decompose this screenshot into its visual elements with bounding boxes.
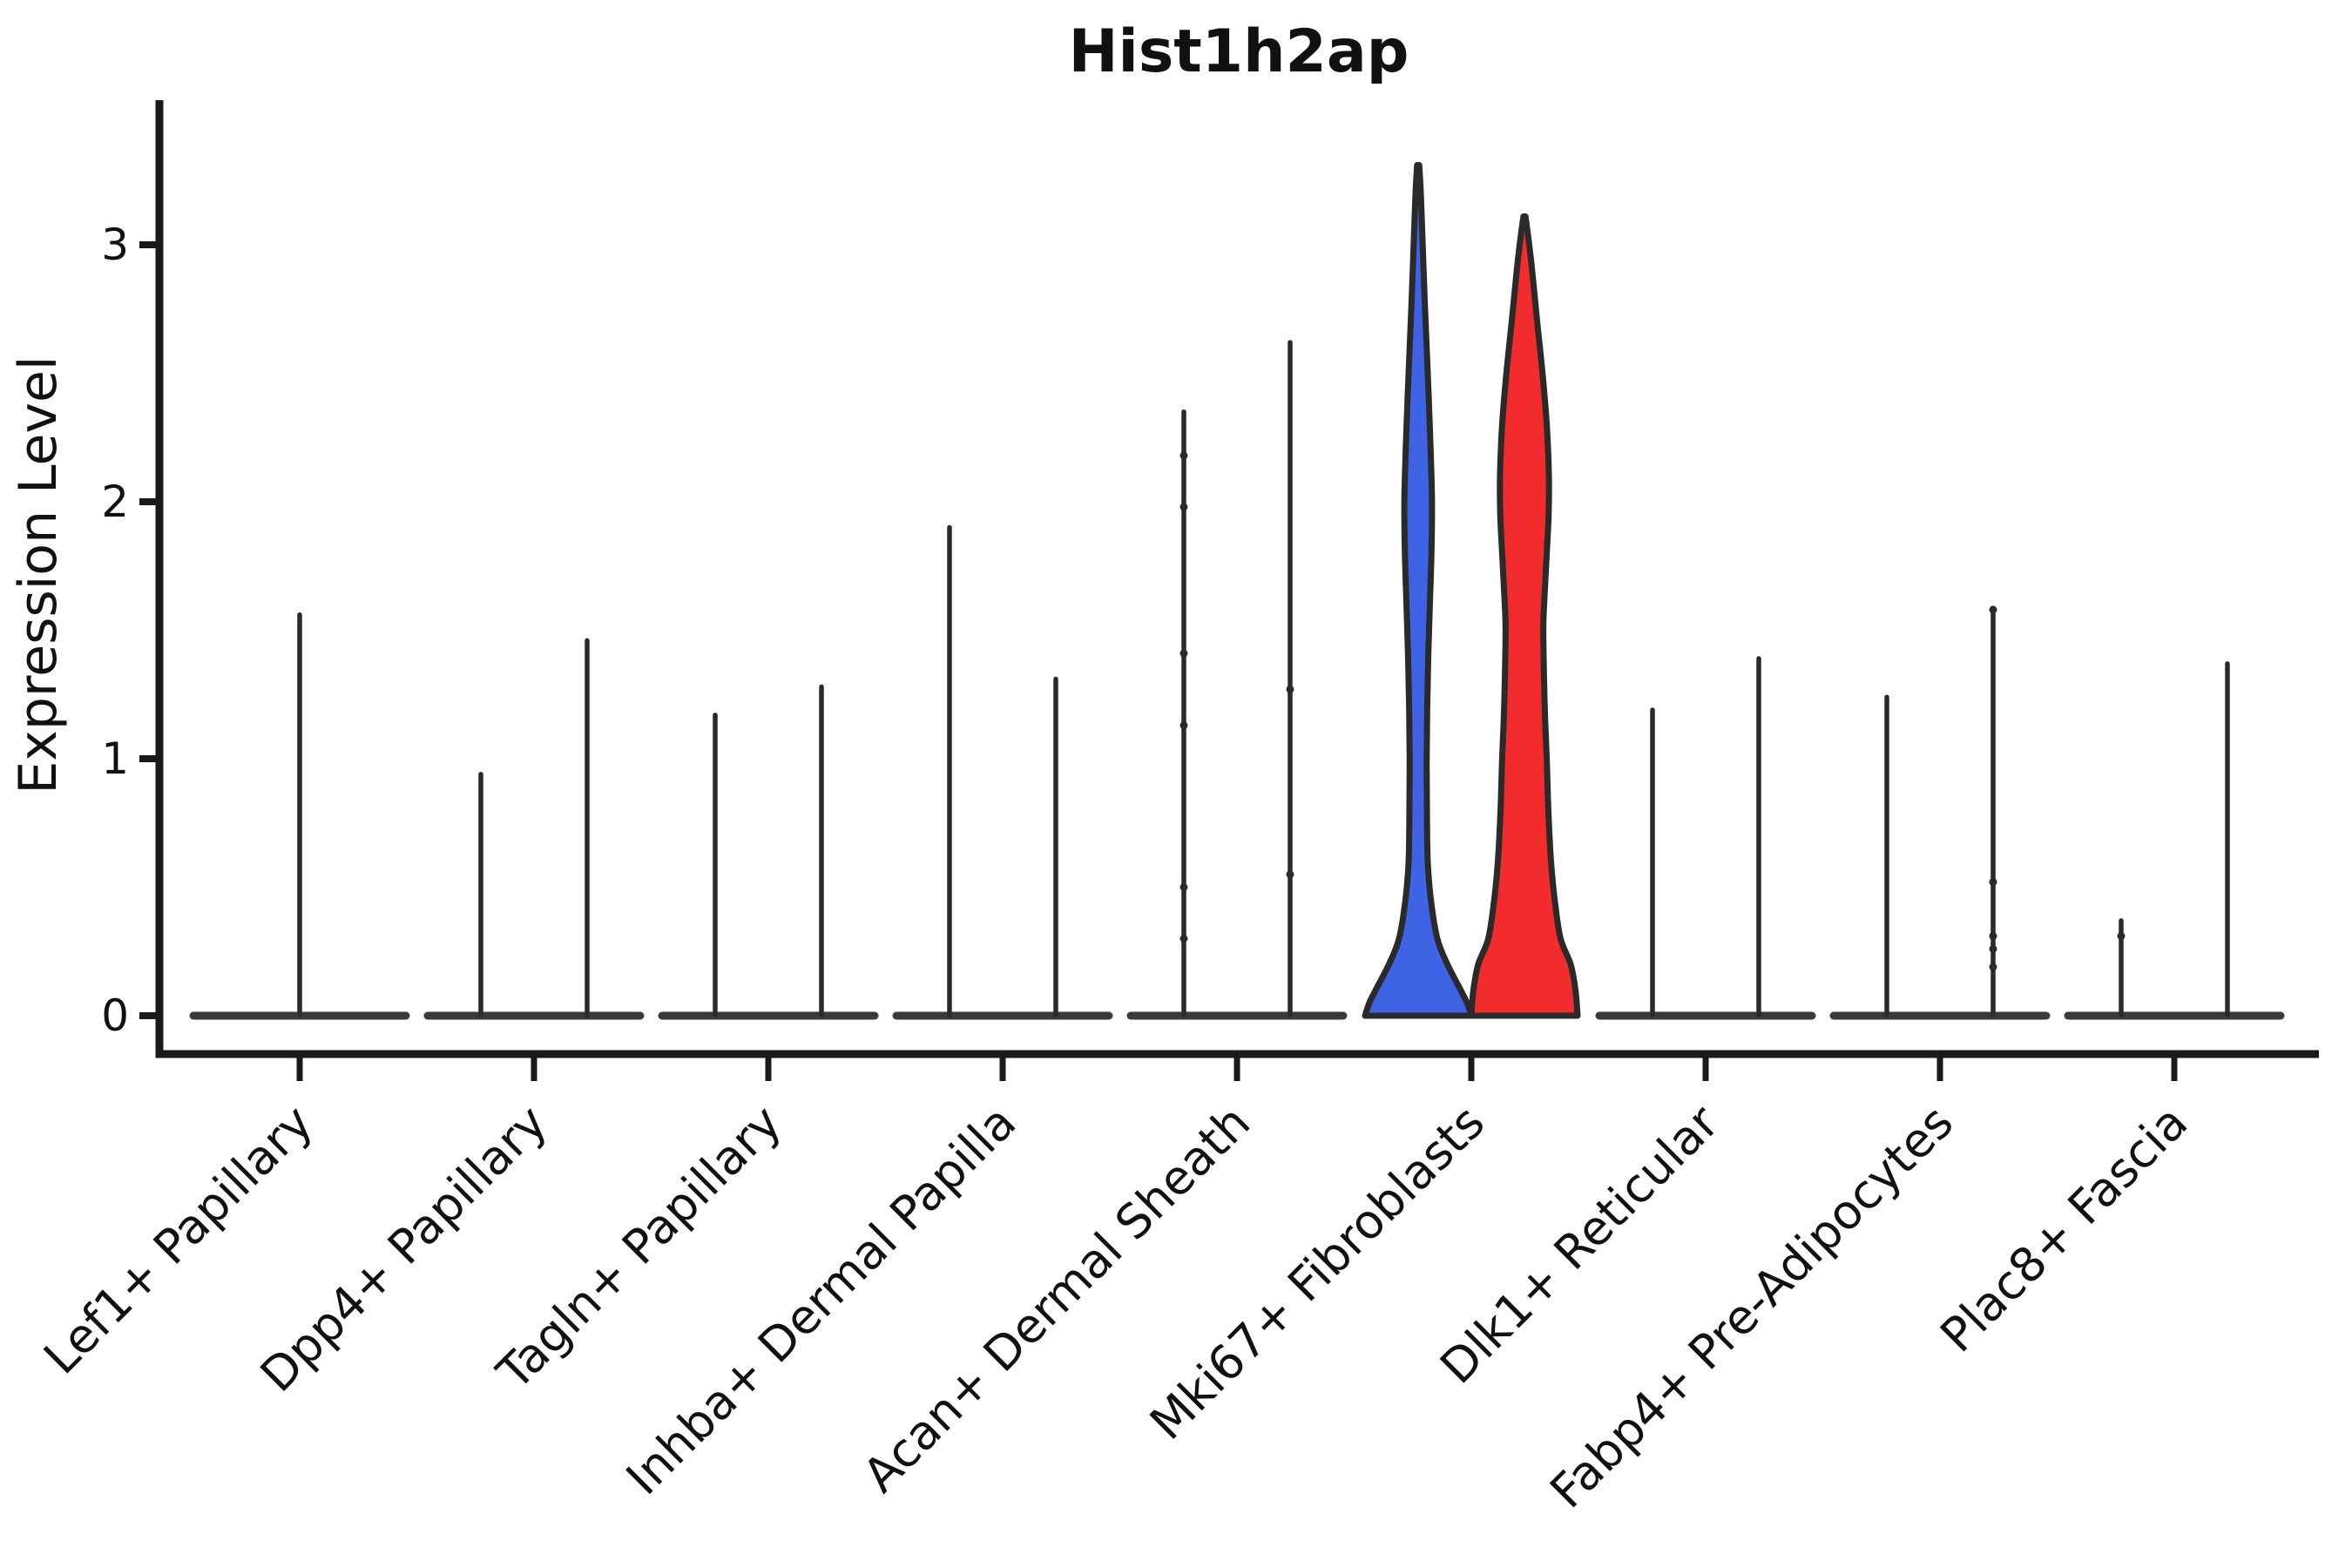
outlier-dot xyxy=(1989,963,1997,971)
y-tick-label: 1 xyxy=(101,733,129,784)
x-tick-label: Plac8+ Fascia xyxy=(1930,1095,2198,1363)
outlier-dot xyxy=(1179,883,1188,891)
x-tick-label: Acan+ Dermal Sheath xyxy=(853,1095,1260,1503)
outlier-dot xyxy=(1989,932,1997,941)
violin-group2-expanded xyxy=(1468,213,1581,1019)
outlier-dot xyxy=(2117,932,2126,941)
violin-group1-expanded xyxy=(1362,162,1475,1019)
y-tick-label: 2 xyxy=(101,476,129,527)
outlier-dot xyxy=(1179,451,1188,460)
outlier-dot xyxy=(1989,605,1997,614)
outlier-dots xyxy=(1179,451,2126,971)
outlier-dot xyxy=(1286,870,1294,879)
y-tick-label: 3 xyxy=(101,220,129,270)
outlier-dot xyxy=(1989,878,1997,887)
y-axis-label: Expression Level xyxy=(8,355,69,794)
outlier-dot xyxy=(1179,721,1188,730)
chart-title: Hist1h2ap xyxy=(1069,17,1409,86)
outlier-dot xyxy=(1989,944,1997,953)
y-tick-label: 0 xyxy=(101,990,129,1041)
outlier-dot xyxy=(1179,935,1188,943)
outlier-dot xyxy=(1286,685,1294,693)
x-tick-label: Inhba+ Dermal Papilla xyxy=(616,1095,1026,1505)
violins xyxy=(189,162,2285,1020)
outlier-dot xyxy=(1179,649,1188,658)
outlier-dot xyxy=(1179,503,1188,511)
x-tick-label: Fabp4+ Pre-Adipocytes xyxy=(1539,1095,1963,1519)
y-axis-ticks: 0 1 2 3 xyxy=(101,220,156,1041)
